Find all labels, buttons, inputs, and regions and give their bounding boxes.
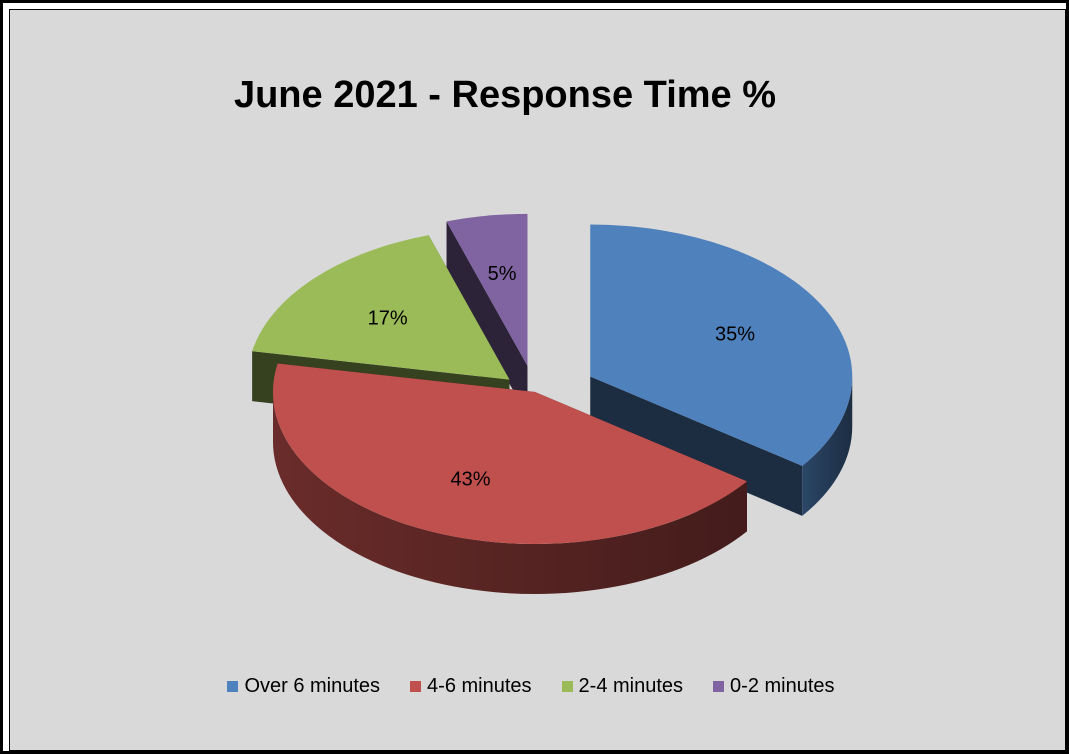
legend-item: 2-4 minutes	[561, 675, 684, 698]
legend-swatch	[227, 681, 239, 692]
legend-label: 2-4 minutes	[578, 675, 684, 697]
pie-slice-rim	[273, 392, 747, 594]
chart-title: June 2021 - Response Time %	[233, 74, 777, 116]
pie-slice-side-3	[446, 221, 528, 416]
pie-slice-0-2-minutes	[446, 213, 528, 366]
pie-slice-rim	[802, 376, 853, 516]
legend-item: 4-6 minutes	[410, 675, 532, 698]
pie-chart: 35% 43% 17% 5%	[252, 213, 853, 594]
pie-slice-wall	[446, 221, 528, 416]
pie-slice-over-6-minutes	[590, 224, 853, 466]
legend-swatch	[713, 681, 725, 692]
pie-slice-2-4-minutes	[252, 235, 510, 380]
legend-item: Over 6 minutes	[227, 675, 380, 698]
slice-data-label: 35%	[715, 324, 755, 346]
legend-swatch	[410, 681, 422, 692]
legend-label: 0-2 minutes	[730, 675, 835, 697]
slice-data-label: 5%	[488, 263, 517, 285]
pie-slice-wall	[590, 376, 803, 516]
legend-label: 4-6 minutes	[427, 675, 532, 697]
legend-item: 0-2 minutes	[713, 675, 835, 698]
chart-area: June 2021 - Response Time % 35% 43% 17% 5% …	[9, 9, 1066, 751]
slice-data-label: 43%	[450, 468, 490, 490]
legend-swatch	[561, 681, 573, 692]
pie-slice-side-0	[590, 376, 853, 516]
slice-data-label: 17%	[368, 307, 408, 329]
legend-label: Over 6 minutes	[244, 675, 381, 697]
pie-slice-4-6-minutes	[273, 363, 747, 544]
chart-legend: Over 6 minutes 4-6 minutes 2-4 minutes 0-2 …	[10, 675, 1065, 698]
